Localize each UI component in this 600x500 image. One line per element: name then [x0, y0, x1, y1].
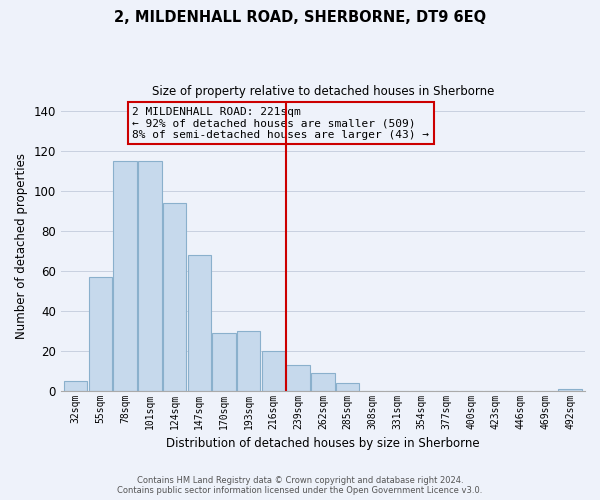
Bar	[559, 388, 582, 390]
Bar	[188, 254, 211, 390]
Bar	[113, 160, 137, 390]
Bar	[286, 364, 310, 390]
X-axis label: Distribution of detached houses by size in Sherborne: Distribution of detached houses by size …	[166, 437, 480, 450]
Text: 2, MILDENHALL ROAD, SHERBORNE, DT9 6EQ: 2, MILDENHALL ROAD, SHERBORNE, DT9 6EQ	[114, 10, 486, 25]
Y-axis label: Number of detached properties: Number of detached properties	[15, 152, 28, 338]
Bar	[163, 202, 186, 390]
Bar	[64, 380, 88, 390]
Bar	[262, 350, 285, 391]
Bar	[89, 276, 112, 390]
Bar	[212, 332, 236, 390]
Text: 2 MILDENHALL ROAD: 221sqm
← 92% of detached houses are smaller (509)
8% of semi-: 2 MILDENHALL ROAD: 221sqm ← 92% of detac…	[133, 106, 430, 140]
Bar	[237, 330, 260, 390]
Text: Contains HM Land Registry data © Crown copyright and database right 2024.
Contai: Contains HM Land Registry data © Crown c…	[118, 476, 482, 495]
Title: Size of property relative to detached houses in Sherborne: Size of property relative to detached ho…	[152, 85, 494, 98]
Bar	[311, 372, 335, 390]
Bar	[336, 382, 359, 390]
Bar	[138, 160, 161, 390]
